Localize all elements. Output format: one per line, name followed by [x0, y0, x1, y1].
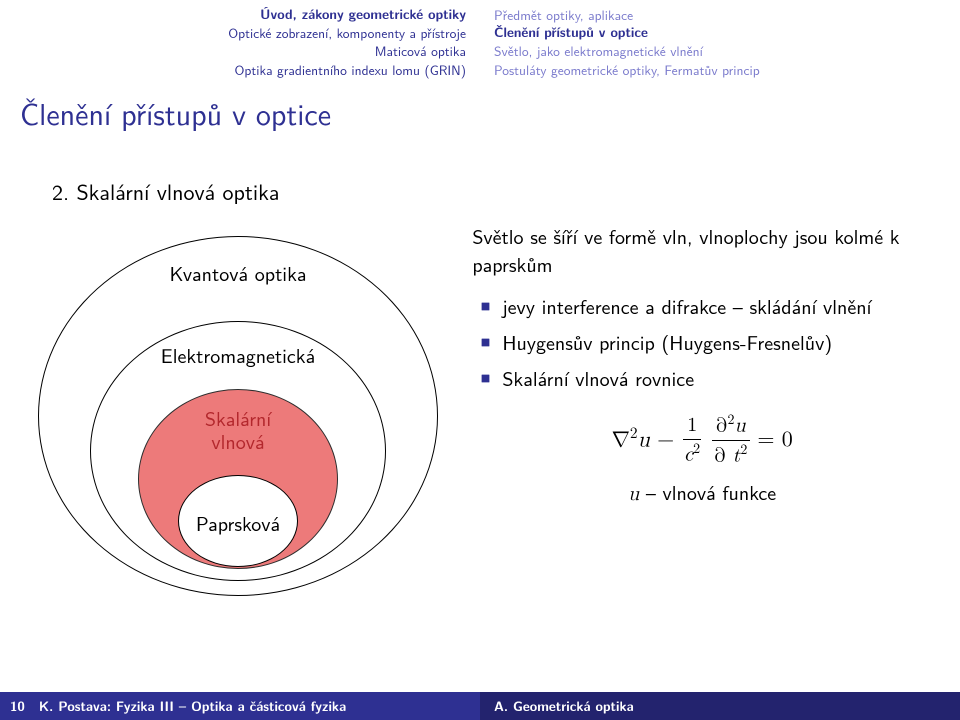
slide-title: Členění přístupů v optice	[0, 83, 960, 145]
header-right-col: Předmět optiky, aplikace Členění přístup…	[480, 6, 960, 79]
slide-body: 2. Skalární vlnová optika Kvantová optik…	[0, 145, 960, 601]
nav-section-1[interactable]: Úvod, zákony geometrické optiky	[0, 6, 466, 24]
left-column: 2. Skalární vlnová optika Kvantová optik…	[28, 175, 452, 601]
label-elektro: Elektromagnetická	[88, 341, 388, 370]
nav-sub-4[interactable]: Postuláty geometrické optiky, Fermatův p…	[494, 61, 960, 79]
u-symbol: u	[628, 484, 639, 504]
header-left-col: Úvod, zákony geometrické optiky Optické …	[0, 6, 480, 79]
right-column: Světlo se šíří ve formě vln, vlnoplochy …	[472, 175, 932, 601]
nav-section-4[interactable]: Optika gradientního indexu lomu (GRIN)	[0, 61, 466, 79]
label-kvantova: Kvantová optika	[88, 259, 388, 288]
nested-ellipse-diagram: Kvantová optika Elektromagnetická Skalár…	[28, 221, 448, 601]
footer-author: K. Postava: Fyzika III – Optika a částic…	[39, 697, 346, 716]
nav-sub-1[interactable]: Předmět optiky, aplikace	[494, 6, 960, 24]
section-number-title: 2. Skalární vlnová optika	[28, 175, 452, 207]
footer-right: A. Geometrická optika	[480, 692, 960, 720]
page-number: 10	[10, 697, 25, 716]
bullet-2: Huygensův princip (Huygens-Fresnelův)	[478, 329, 932, 357]
nav-sub-3[interactable]: Světlo, jako elektromagnetické vlnění	[494, 42, 960, 60]
label-skalarni: Skalární vlnová	[138, 407, 338, 453]
nav-sub-2[interactable]: Členění přístupů v optice	[494, 24, 960, 42]
bullet-3: Skalární vlnová rovnice	[478, 365, 932, 393]
nav-section-3[interactable]: Maticová optika	[0, 42, 466, 60]
label-paprskova: Paprsková	[138, 509, 338, 538]
wave-equation: ∇2u − 1c2 ∂2u∂ t2 = 0	[472, 411, 932, 469]
bullet-1: jevy interference a difrakce – skládání …	[478, 293, 932, 321]
intro-paragraph: Světlo se šíří ve formě vln, vlnoplochy …	[472, 223, 932, 279]
nav-section-2[interactable]: Optické zobrazení, komponenty a přístroj…	[0, 24, 466, 42]
bullet-list: jevy interference a difrakce – skládání …	[478, 293, 932, 393]
slide-footer: 10 K. Postava: Fyzika III – Optika a čás…	[0, 692, 960, 720]
slide-header: Úvod, zákony geometrické optiky Optické …	[0, 0, 960, 83]
label-skalarni-line2: vlnová	[211, 427, 264, 456]
u-description: u – vlnová funkce	[472, 479, 932, 508]
footer-chapter: A. Geometrická optika	[494, 697, 634, 716]
footer-left: 10 K. Postava: Fyzika III – Optika a čás…	[0, 692, 480, 720]
u-text: – vlnová funkce	[639, 478, 776, 507]
